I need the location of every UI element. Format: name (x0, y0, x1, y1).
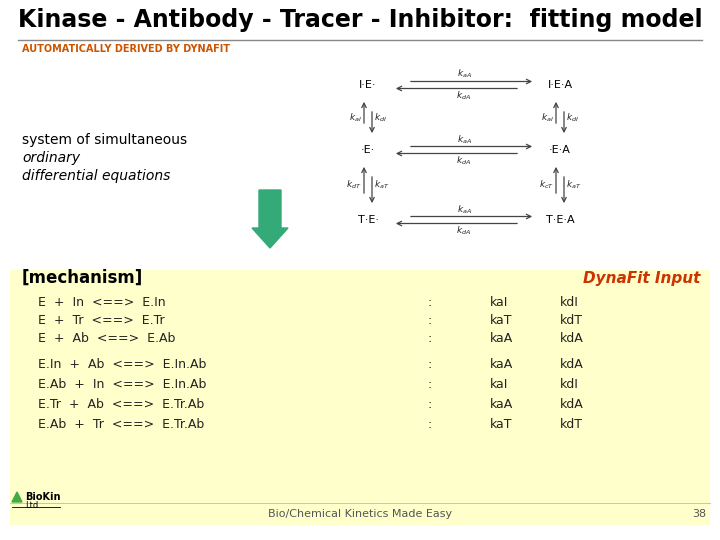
Text: kdI: kdI (560, 295, 579, 308)
Text: $k_{dA}$: $k_{dA}$ (456, 225, 472, 237)
Text: E  +  Tr  <==>  E.Tr: E + Tr <==> E.Tr (38, 314, 165, 327)
Text: $k_{aA}$: $k_{aA}$ (456, 203, 472, 215)
Text: kaI: kaI (490, 295, 508, 308)
Text: kdA: kdA (560, 399, 584, 411)
Polygon shape (12, 492, 22, 502)
Text: kdI: kdI (560, 379, 579, 392)
Text: I·E·: I·E· (359, 80, 377, 90)
FancyArrow shape (252, 190, 288, 248)
Text: kdT: kdT (560, 314, 583, 327)
Text: Bio/Chemical Kinetics Made Easy: Bio/Chemical Kinetics Made Easy (268, 509, 452, 519)
Text: DynaFit Input: DynaFit Input (582, 271, 700, 286)
Text: :: : (428, 314, 432, 327)
Text: kdA: kdA (560, 332, 584, 345)
Text: :: : (428, 295, 432, 308)
Text: $k_{aI}$: $k_{aI}$ (349, 111, 362, 124)
Text: E  +  In  <==>  E.In: E + In <==> E.In (38, 295, 166, 308)
Text: $k_{aA}$: $k_{aA}$ (456, 68, 472, 80)
Text: T·E·: T·E· (358, 215, 379, 225)
Text: :: : (428, 399, 432, 411)
Text: $k_{dI}$: $k_{dI}$ (374, 111, 387, 124)
Text: T·E·A: T·E·A (546, 215, 575, 225)
FancyBboxPatch shape (10, 270, 710, 525)
Text: $k_{dA}$: $k_{dA}$ (456, 154, 472, 167)
Text: :: : (428, 359, 432, 372)
Text: E  +  Ab  <==>  E.Ab: E + Ab <==> E.Ab (38, 332, 176, 345)
Text: kaA: kaA (490, 359, 513, 372)
Text: differential equations: differential equations (22, 169, 171, 183)
Text: [mechanism]: [mechanism] (22, 269, 143, 287)
Text: $k_{cT}$: $k_{cT}$ (539, 179, 554, 191)
Text: kaT: kaT (490, 314, 513, 327)
Text: ·E·: ·E· (361, 145, 375, 155)
Text: ordinary: ordinary (22, 151, 80, 165)
Text: kaI: kaI (490, 379, 508, 392)
Text: E.In  +  Ab  <==>  E.In.Ab: E.In + Ab <==> E.In.Ab (38, 359, 207, 372)
Text: :: : (428, 418, 432, 431)
Text: E.Ab  +  In  <==>  E.In.Ab: E.Ab + In <==> E.In.Ab (38, 379, 207, 392)
Text: AUTOMATICALLY DERIVED BY DYNAFIT: AUTOMATICALLY DERIVED BY DYNAFIT (22, 44, 230, 54)
Text: $k_{aT}$: $k_{aT}$ (566, 179, 581, 191)
Text: $k_{dI}$: $k_{dI}$ (566, 111, 579, 124)
Text: kaT: kaT (490, 418, 513, 431)
Text: 38: 38 (692, 509, 706, 519)
Text: $k_{aA}$: $k_{aA}$ (456, 133, 472, 145)
Text: Ltd: Ltd (25, 501, 38, 510)
Text: :: : (428, 332, 432, 345)
Text: I·E·A: I·E·A (547, 80, 572, 90)
Text: $k_{aT}$: $k_{aT}$ (374, 179, 390, 191)
Text: E.Ab  +  Tr  <==>  E.Tr.Ab: E.Ab + Tr <==> E.Tr.Ab (38, 418, 204, 431)
Text: ·E·A: ·E·A (549, 145, 571, 155)
Text: Kinase - Antibody - Tracer - Inhibitor:  fitting model: Kinase - Antibody - Tracer - Inhibitor: … (18, 8, 702, 32)
Text: kdT: kdT (560, 418, 583, 431)
Text: system of simultaneous: system of simultaneous (22, 133, 187, 147)
Text: kdA: kdA (560, 359, 584, 372)
Text: E.Tr  +  Ab  <==>  E.Tr.Ab: E.Tr + Ab <==> E.Tr.Ab (38, 399, 204, 411)
Text: $k_{dT}$: $k_{dT}$ (346, 179, 362, 191)
Text: $k_{dA}$: $k_{dA}$ (456, 90, 472, 102)
Text: kaA: kaA (490, 332, 513, 345)
Text: BioKin: BioKin (25, 492, 60, 502)
Text: kaA: kaA (490, 399, 513, 411)
Text: :: : (428, 379, 432, 392)
Text: $k_{aI}$: $k_{aI}$ (541, 111, 554, 124)
